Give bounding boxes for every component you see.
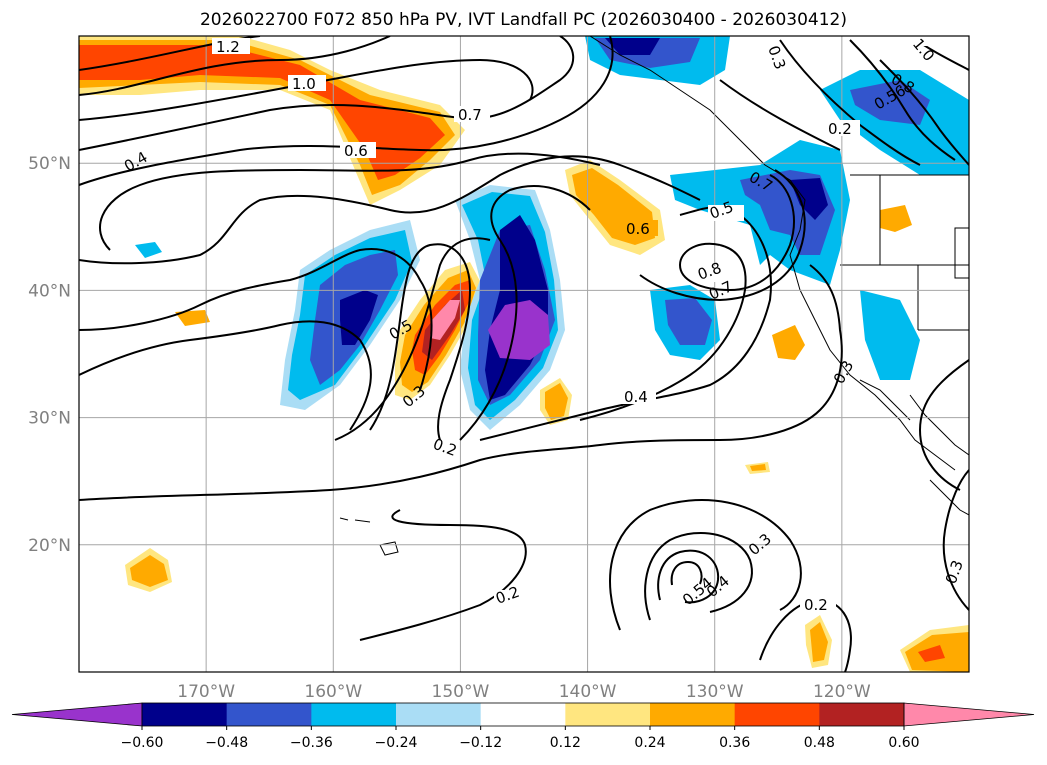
lon-tick-label: 150°W xyxy=(432,682,490,702)
contour-label: 0.3 xyxy=(830,357,858,387)
lat-tick-label: 30°N xyxy=(28,409,71,429)
pv-negative-east-lobe xyxy=(455,185,565,430)
contour-label: 0.2 xyxy=(828,120,852,138)
contour-label: 0.6 xyxy=(344,142,368,160)
pv-small-features xyxy=(125,205,969,672)
colorbar-tick-label: 0.48 xyxy=(804,735,835,751)
contour-label: 0.7 xyxy=(458,106,482,124)
map-frame xyxy=(78,35,970,673)
lon-tick-label: 120°W xyxy=(813,682,871,702)
colorbar-cell xyxy=(480,703,566,726)
colorbar-tick-label: 0.12 xyxy=(550,735,581,751)
pv-negative-alaska xyxy=(585,36,730,85)
lat-tick-label: 40°N xyxy=(28,281,71,301)
colorbar-tick-label: −0.48 xyxy=(205,735,248,751)
colorbar-cell xyxy=(734,703,820,726)
colorbar-cell xyxy=(396,703,482,726)
pv-positive-140w xyxy=(565,160,665,255)
colorbar-tick-label: 0.36 xyxy=(719,735,750,751)
lon-tick-label: 160°W xyxy=(304,682,362,702)
contour-label: 1.0 xyxy=(292,75,316,93)
map-title: 2026022700 F072 850 hPa PV, IVT Landfall… xyxy=(199,10,847,30)
lon-tick-label: 170°W xyxy=(177,682,235,702)
colorbar-extend-low xyxy=(11,702,143,727)
colorbar-tick-label: 0.60 xyxy=(888,735,919,751)
pv-negative-west-lobe xyxy=(280,220,420,410)
lon-tick-label: 140°W xyxy=(559,682,617,702)
colorbar-cell xyxy=(819,703,905,726)
colorbar-cell xyxy=(650,703,736,726)
colorbar-tick-label: 0.24 xyxy=(634,735,665,751)
contour-label: 0.2 xyxy=(804,596,828,614)
lat-tick-label: 20°N xyxy=(28,536,71,556)
contour-label: 0.6 xyxy=(626,220,650,238)
contour-label: 0.3 xyxy=(745,530,775,559)
lon-tick-label: 130°W xyxy=(686,682,744,702)
colorbar-extend-high xyxy=(903,702,1035,727)
colorbar-tick-label: −0.24 xyxy=(375,735,418,751)
colorbar-cell xyxy=(565,703,651,726)
ivt-contours xyxy=(79,36,969,672)
colorbar: −0.60 −0.48 −0.36 −0.24 −0.12 0.12 0.24 0.36 0.4… xyxy=(11,702,1035,751)
contour-label: 0.4 xyxy=(624,388,648,406)
colorbar-cell xyxy=(311,703,397,726)
lat-tick-label: 50°N xyxy=(28,154,71,174)
colorbar-tick-label: −0.60 xyxy=(121,735,164,751)
colorbar-frame xyxy=(141,702,905,727)
colorbar-tick-label: −0.12 xyxy=(459,735,502,751)
colorbar-cell xyxy=(142,703,228,726)
colorbar-cell xyxy=(226,703,312,726)
contour-label: 0.2 xyxy=(431,435,460,460)
contour-label: 1.2 xyxy=(216,38,240,56)
axis-ticks: 170°W 160°W 150°W 140°W 130°W 120°W 50°N 40°N 30… xyxy=(28,154,871,702)
pv-positive-northwest xyxy=(79,36,465,205)
colorbar-tick-label: −0.36 xyxy=(290,735,333,751)
